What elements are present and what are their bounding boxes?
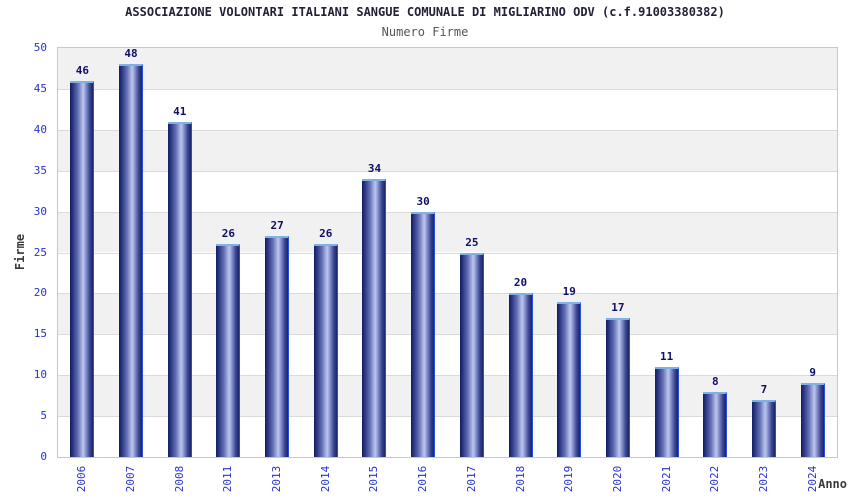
y-tick-label: 40 [33, 122, 47, 136]
bar-value-label: 20 [513, 276, 528, 290]
grid-line [58, 211, 837, 213]
bar-value-label: 26 [221, 227, 236, 241]
bar-value-label: 27 [270, 219, 284, 233]
grid-line [58, 252, 837, 254]
bar-2021 [654, 367, 679, 457]
y-tick-label: 10 [33, 368, 47, 382]
bar-2024 [800, 383, 825, 457]
bar-2020 [605, 317, 630, 457]
bar-value-label: 7 [760, 382, 768, 396]
y-tick-label: 45 [33, 81, 47, 95]
x-tick-label: 2014 [318, 465, 332, 493]
plot-area: 46 48 41 26 27 26 34 30 25 20 19 17 11 8 7 9 [57, 47, 838, 458]
bar-value-label: 9 [809, 366, 816, 380]
x-tick-label: 2011 [221, 465, 235, 493]
x-tick-label: 2017 [464, 465, 478, 493]
y-tick-label: 25 [33, 245, 47, 259]
x-tick-label: 2007 [124, 465, 138, 493]
bar-value-label: 17 [611, 300, 625, 314]
y-axis-title: Firme [13, 233, 27, 271]
x-tick-label: 2023 [756, 465, 770, 493]
x-axis-title: Anno [818, 477, 847, 491]
x-tick-label: 2021 [659, 465, 673, 493]
bar-2017 [459, 252, 484, 457]
grid-line [58, 375, 837, 377]
y-tick-label: 35 [33, 163, 47, 177]
bar-2019 [557, 301, 582, 457]
x-tick-label: 2006 [75, 465, 89, 493]
bar-value-label: 30 [416, 194, 430, 208]
y-tick-label: 20 [33, 286, 47, 300]
y-tick-label: 15 [33, 327, 47, 341]
grid-line [58, 416, 837, 418]
chart-title: ASSOCIAZIONE VOLONTARI ITALIANI SANGUE C… [125, 5, 725, 19]
bar-value-label: 34 [367, 161, 382, 175]
bar-2011 [216, 244, 241, 457]
bar-value-label: 25 [465, 235, 479, 249]
x-tick-label: 2013 [270, 465, 284, 493]
bar-2018 [508, 293, 533, 457]
y-tick-label: 0 [40, 450, 47, 463]
bar-2013 [265, 236, 290, 457]
bar-2014 [313, 244, 338, 457]
grid-line [58, 88, 837, 90]
grid-line [58, 129, 837, 131]
x-tick-label: 2018 [513, 465, 527, 493]
y-tick-label: 5 [40, 409, 47, 423]
x-tick-label: 2022 [708, 465, 722, 493]
grid-line [58, 334, 837, 336]
bar-value-label: 11 [659, 350, 674, 364]
bar-value-label: 48 [124, 47, 138, 61]
bar-value-label: 8 [711, 374, 719, 388]
x-tick-label: 2019 [562, 465, 576, 493]
bar-2015 [362, 178, 387, 457]
grid-line [58, 170, 837, 172]
grid-band [58, 48, 837, 89]
bar-2007 [119, 64, 144, 457]
x-tick-label: 2015 [367, 465, 381, 493]
bar-2022 [703, 391, 728, 457]
y-tick-label: 30 [33, 204, 47, 218]
bar-2008 [167, 121, 192, 457]
chart-subtitle: Numero Firme [381, 25, 469, 39]
bar-value-label: 46 [75, 63, 89, 77]
x-tick-label: 2008 [172, 465, 186, 493]
bar-2016 [411, 211, 436, 457]
grid-line [58, 293, 837, 295]
x-tick-label: 2016 [416, 465, 430, 493]
bar-value-label: 41 [173, 104, 187, 118]
y-tick-label: 50 [33, 41, 47, 54]
bar-value-label: 26 [319, 227, 333, 241]
bar-2023 [751, 399, 776, 457]
bar-2006 [70, 80, 95, 457]
x-tick-label: 2020 [610, 465, 624, 493]
bar-value-label: 19 [562, 284, 576, 298]
